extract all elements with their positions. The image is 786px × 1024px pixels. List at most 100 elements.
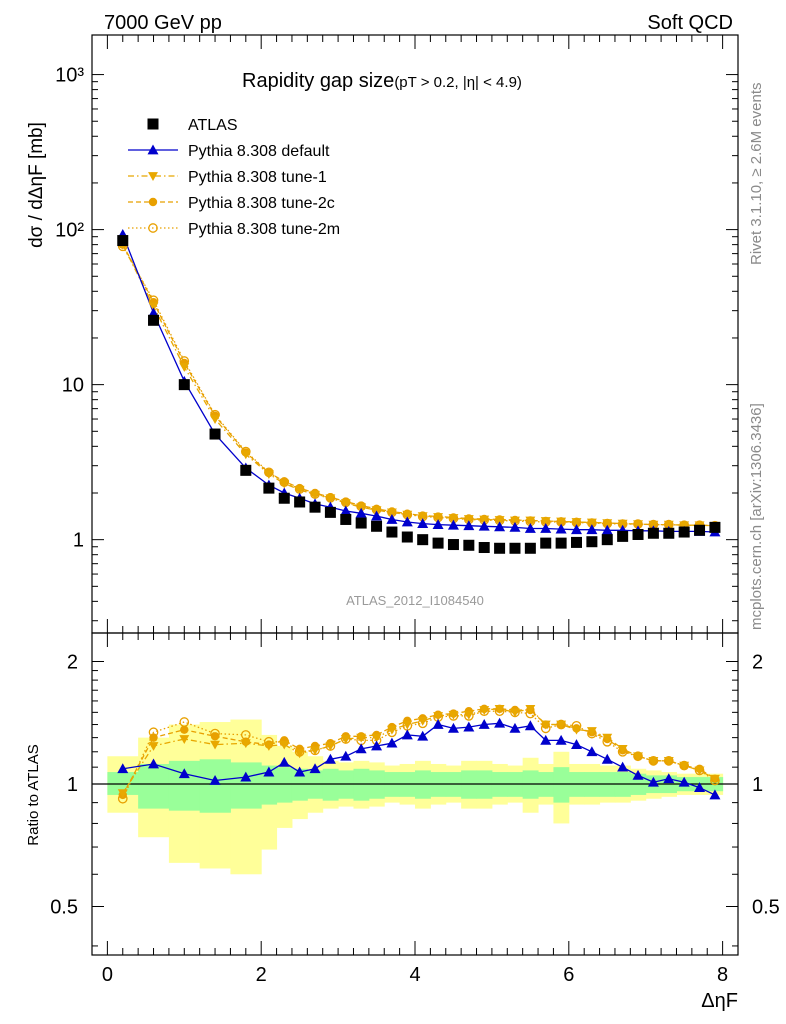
data-point-s1-26 — [586, 524, 598, 535]
ratio-point-s0-18 — [463, 721, 475, 732]
ratio-point-s1-4 — [240, 739, 251, 749]
data-point-s0-6 — [278, 492, 290, 504]
data-point-s2-26 — [586, 518, 597, 528]
band-inner-2 — [168, 760, 201, 811]
data-point-s2-5 — [263, 470, 274, 479]
ratio-point-s1-9 — [325, 742, 336, 751]
data-point-s0-15 — [417, 534, 429, 546]
ratio-point-s1-15 — [417, 716, 428, 726]
ratio-tick-label-left-1: 1 — [67, 774, 78, 796]
ratio-point-s1-0 — [117, 789, 128, 799]
data-point-s0-34 — [709, 521, 721, 533]
ratio-point-s0-32 — [678, 776, 690, 787]
data-point-s2-11 — [356, 503, 367, 513]
ratio-point-s0-34 — [709, 789, 721, 800]
band-inner-6 — [276, 767, 293, 803]
ratio-point-s0-15 — [417, 730, 429, 741]
ratio-point-s0-1 — [148, 758, 160, 769]
data-point-s2-24 — [556, 517, 567, 527]
ratio-point-s0-30 — [647, 776, 659, 787]
data-point-s1-18 — [463, 520, 475, 531]
ratio-point-s1-10 — [340, 735, 351, 744]
ratio-point-s1-17 — [448, 710, 459, 720]
data-point-s1-25 — [571, 524, 582, 535]
ratio-tick-label-left-2: 0.5 — [50, 896, 78, 918]
data-point-s0-29 — [632, 528, 644, 540]
ratio-point-s0-8 — [309, 763, 321, 774]
band-inner-9 — [322, 768, 339, 801]
y-tick-label-1: 10² — [55, 220, 84, 242]
data-point-s0-17 — [447, 539, 459, 551]
ratio-point-s0-28 — [617, 761, 629, 772]
data-point-s0-18 — [463, 539, 475, 551]
ratio-point-s0-0 — [117, 763, 129, 774]
data-point-s1-20 — [494, 521, 506, 532]
x-tick-label-4: 8 — [717, 964, 728, 986]
ratio-point-s0-14 — [401, 729, 413, 740]
ratio-tick-label-right-2: 0.5 — [752, 896, 780, 918]
data-point-s2-9 — [325, 494, 336, 504]
legend-label-2: Pythia 8.308 tune-1 — [188, 169, 327, 186]
series-line-2 — [122, 244, 715, 527]
side-label-bottom: mcplots.cern.ch [arXiv:1306.3436] — [748, 403, 765, 630]
legend: ATLAS Pythia 8.308 default Pythia 8.308 tu… — [128, 117, 340, 238]
data-point-s2-15 — [417, 512, 428, 522]
data-point-s2-18 — [463, 515, 474, 524]
data-point-s2-20 — [494, 516, 505, 525]
y-tick-label-2: 10 — [62, 375, 84, 397]
ratio-point-s1-32 — [679, 761, 690, 771]
ratio-point-s2-3 — [210, 732, 220, 741]
data-point-s0-26 — [586, 536, 598, 548]
band-inner-1 — [138, 763, 170, 809]
ratio-point-s0-20 — [494, 717, 506, 728]
series-line-3 — [122, 244, 715, 527]
chart-title: Rapidity gap size(pT > 0.2, |η| < 4.9) — [242, 70, 522, 92]
data-point-s0-31 — [663, 527, 675, 539]
ratio-point-s2-1 — [149, 733, 158, 742]
ratio-point-s1-34 — [709, 774, 720, 784]
data-point-s2-27 — [602, 519, 613, 528]
legend-marker-3 — [148, 197, 158, 207]
series-line-4 — [122, 245, 715, 527]
data-point-s2-4 — [240, 450, 251, 460]
data-point-s2-16 — [433, 513, 444, 522]
data-point-s2-8 — [310, 490, 320, 500]
ratio-point-s0-31 — [663, 773, 675, 784]
ratio-point-s1-11 — [356, 733, 367, 743]
header-left: 7000 GeV pp — [104, 12, 222, 34]
data-point-s0-33 — [694, 524, 706, 536]
ratio-point-s0-22 — [524, 720, 536, 731]
data-point-s0-25 — [571, 536, 582, 548]
band-inner-11 — [353, 768, 370, 801]
x-tick-label-1: 2 — [256, 964, 267, 986]
legend-label-3: Pythia 8.308 tune-2c — [188, 195, 335, 212]
ratio-point-s1-21 — [510, 708, 520, 718]
band-inner-3 — [199, 759, 231, 813]
data-point-s0-12 — [371, 520, 383, 532]
legend-marker-4 — [148, 223, 158, 233]
data-point-s0-2 — [178, 379, 190, 391]
ratio-point-s0-13 — [386, 737, 398, 748]
data-point-s2-19 — [479, 515, 490, 525]
data-point-s1-24 — [555, 523, 567, 534]
ratio-point-s0-27 — [601, 753, 613, 764]
ratio-line-2 — [122, 708, 716, 796]
data-point-s1-19 — [478, 520, 490, 531]
data-point-s2-7 — [294, 485, 305, 495]
ratio-tick-label-right-1: 1 — [752, 774, 763, 796]
data-point-s2-23 — [540, 517, 551, 526]
data-point-s2-3 — [210, 415, 220, 424]
data-point-s1-21 — [509, 521, 521, 532]
data-point-s0-14 — [401, 531, 413, 543]
ratio-point-s1-31 — [663, 756, 674, 766]
ratio-point-s1-18 — [463, 710, 474, 720]
data-point-s2-30 — [648, 520, 659, 530]
data-point-s2-10 — [340, 499, 351, 509]
band-inner-4 — [230, 762, 262, 809]
legend-marker-1 — [147, 144, 159, 155]
data-point-s2-14 — [402, 510, 413, 520]
chart-title-suffix: (pT > 0.2, |η| < 4.9) — [394, 74, 522, 91]
data-point-s2-32 — [679, 521, 690, 531]
legend-label-4: Pythia 8.308 tune-2m — [188, 221, 340, 238]
